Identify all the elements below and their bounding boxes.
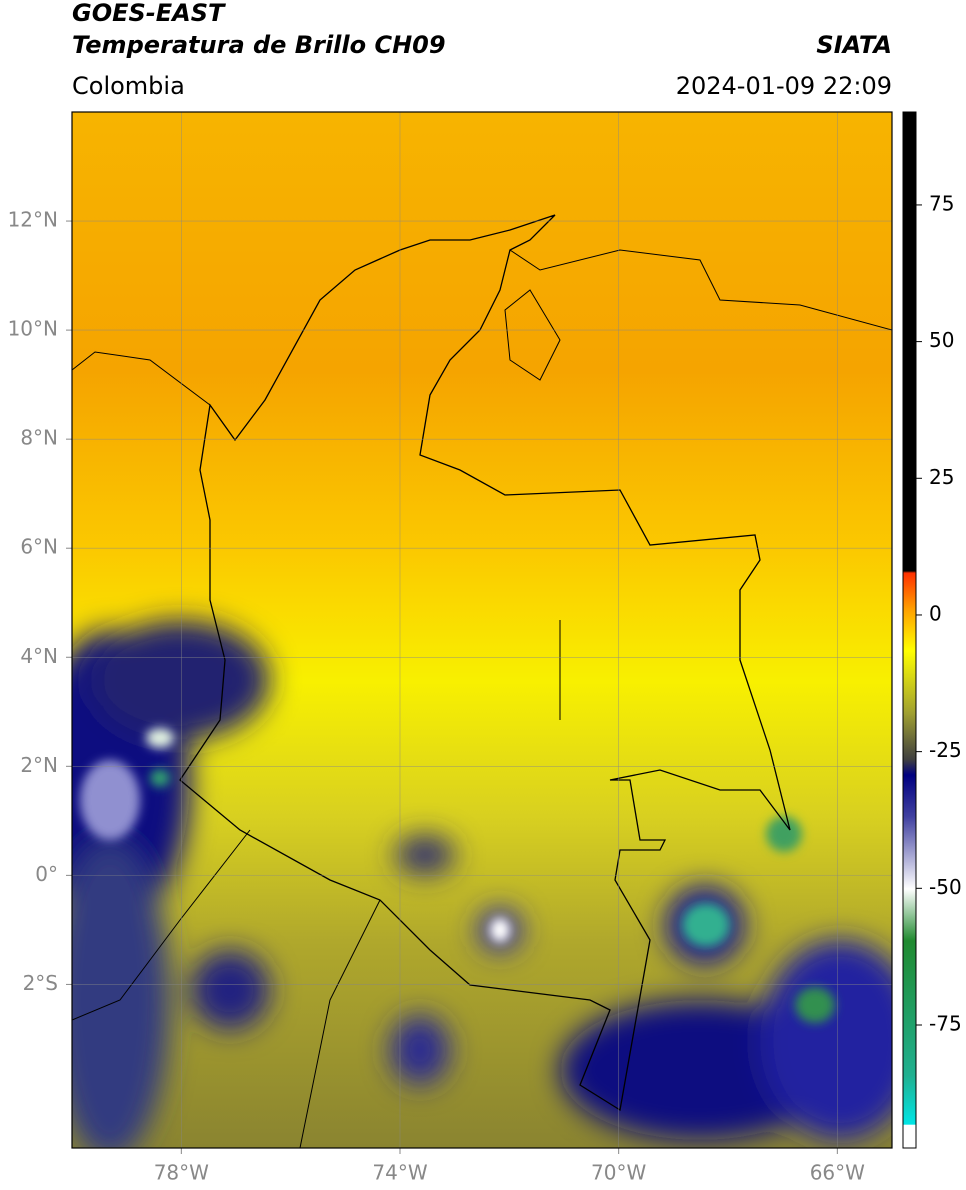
colorbar bbox=[902, 111, 917, 1149]
region: Colombia bbox=[72, 72, 185, 100]
y-tick-label: 6°N bbox=[20, 535, 58, 559]
colorbar-tick-label: -25 bbox=[929, 738, 962, 762]
title: GOES-EAST bbox=[72, 0, 226, 27]
y-tick-label: 4°N bbox=[20, 644, 58, 668]
borders bbox=[72, 249, 892, 1148]
datetime: 2024-01-09 22:09 bbox=[676, 72, 892, 100]
colorbar-tick-label: 50 bbox=[929, 328, 954, 352]
source: SIATA bbox=[816, 31, 892, 59]
y-tick-label: 2°S bbox=[23, 971, 58, 995]
subtitle: Temperatura de Brillo CH09 bbox=[72, 31, 446, 59]
satellite-image bbox=[72, 112, 892, 1148]
grid bbox=[66, 112, 892, 1154]
y-tick-label: 12°N bbox=[8, 208, 58, 232]
colorbar-tick-label: 75 bbox=[929, 191, 954, 215]
colorbar-tick-label: 25 bbox=[929, 465, 954, 489]
x-tick-label: 66°W bbox=[810, 1161, 865, 1185]
country-border bbox=[179, 214, 791, 1112]
y-tick-label: 8°N bbox=[20, 426, 58, 450]
x-tick-label: 78°W bbox=[154, 1161, 209, 1185]
colorbar-tick-label: 0 bbox=[929, 601, 942, 625]
y-tick-label: 2°N bbox=[20, 753, 58, 777]
colorbar-tick-label: -75 bbox=[929, 1011, 962, 1035]
y-tick-label: 0° bbox=[35, 862, 58, 886]
y-tick-label: 10°N bbox=[8, 317, 58, 341]
x-tick-label: 74°W bbox=[372, 1161, 427, 1185]
colorbar-tick-label: -50 bbox=[929, 875, 962, 899]
x-tick-label: 70°W bbox=[591, 1161, 646, 1185]
map-frame bbox=[71, 111, 893, 1149]
